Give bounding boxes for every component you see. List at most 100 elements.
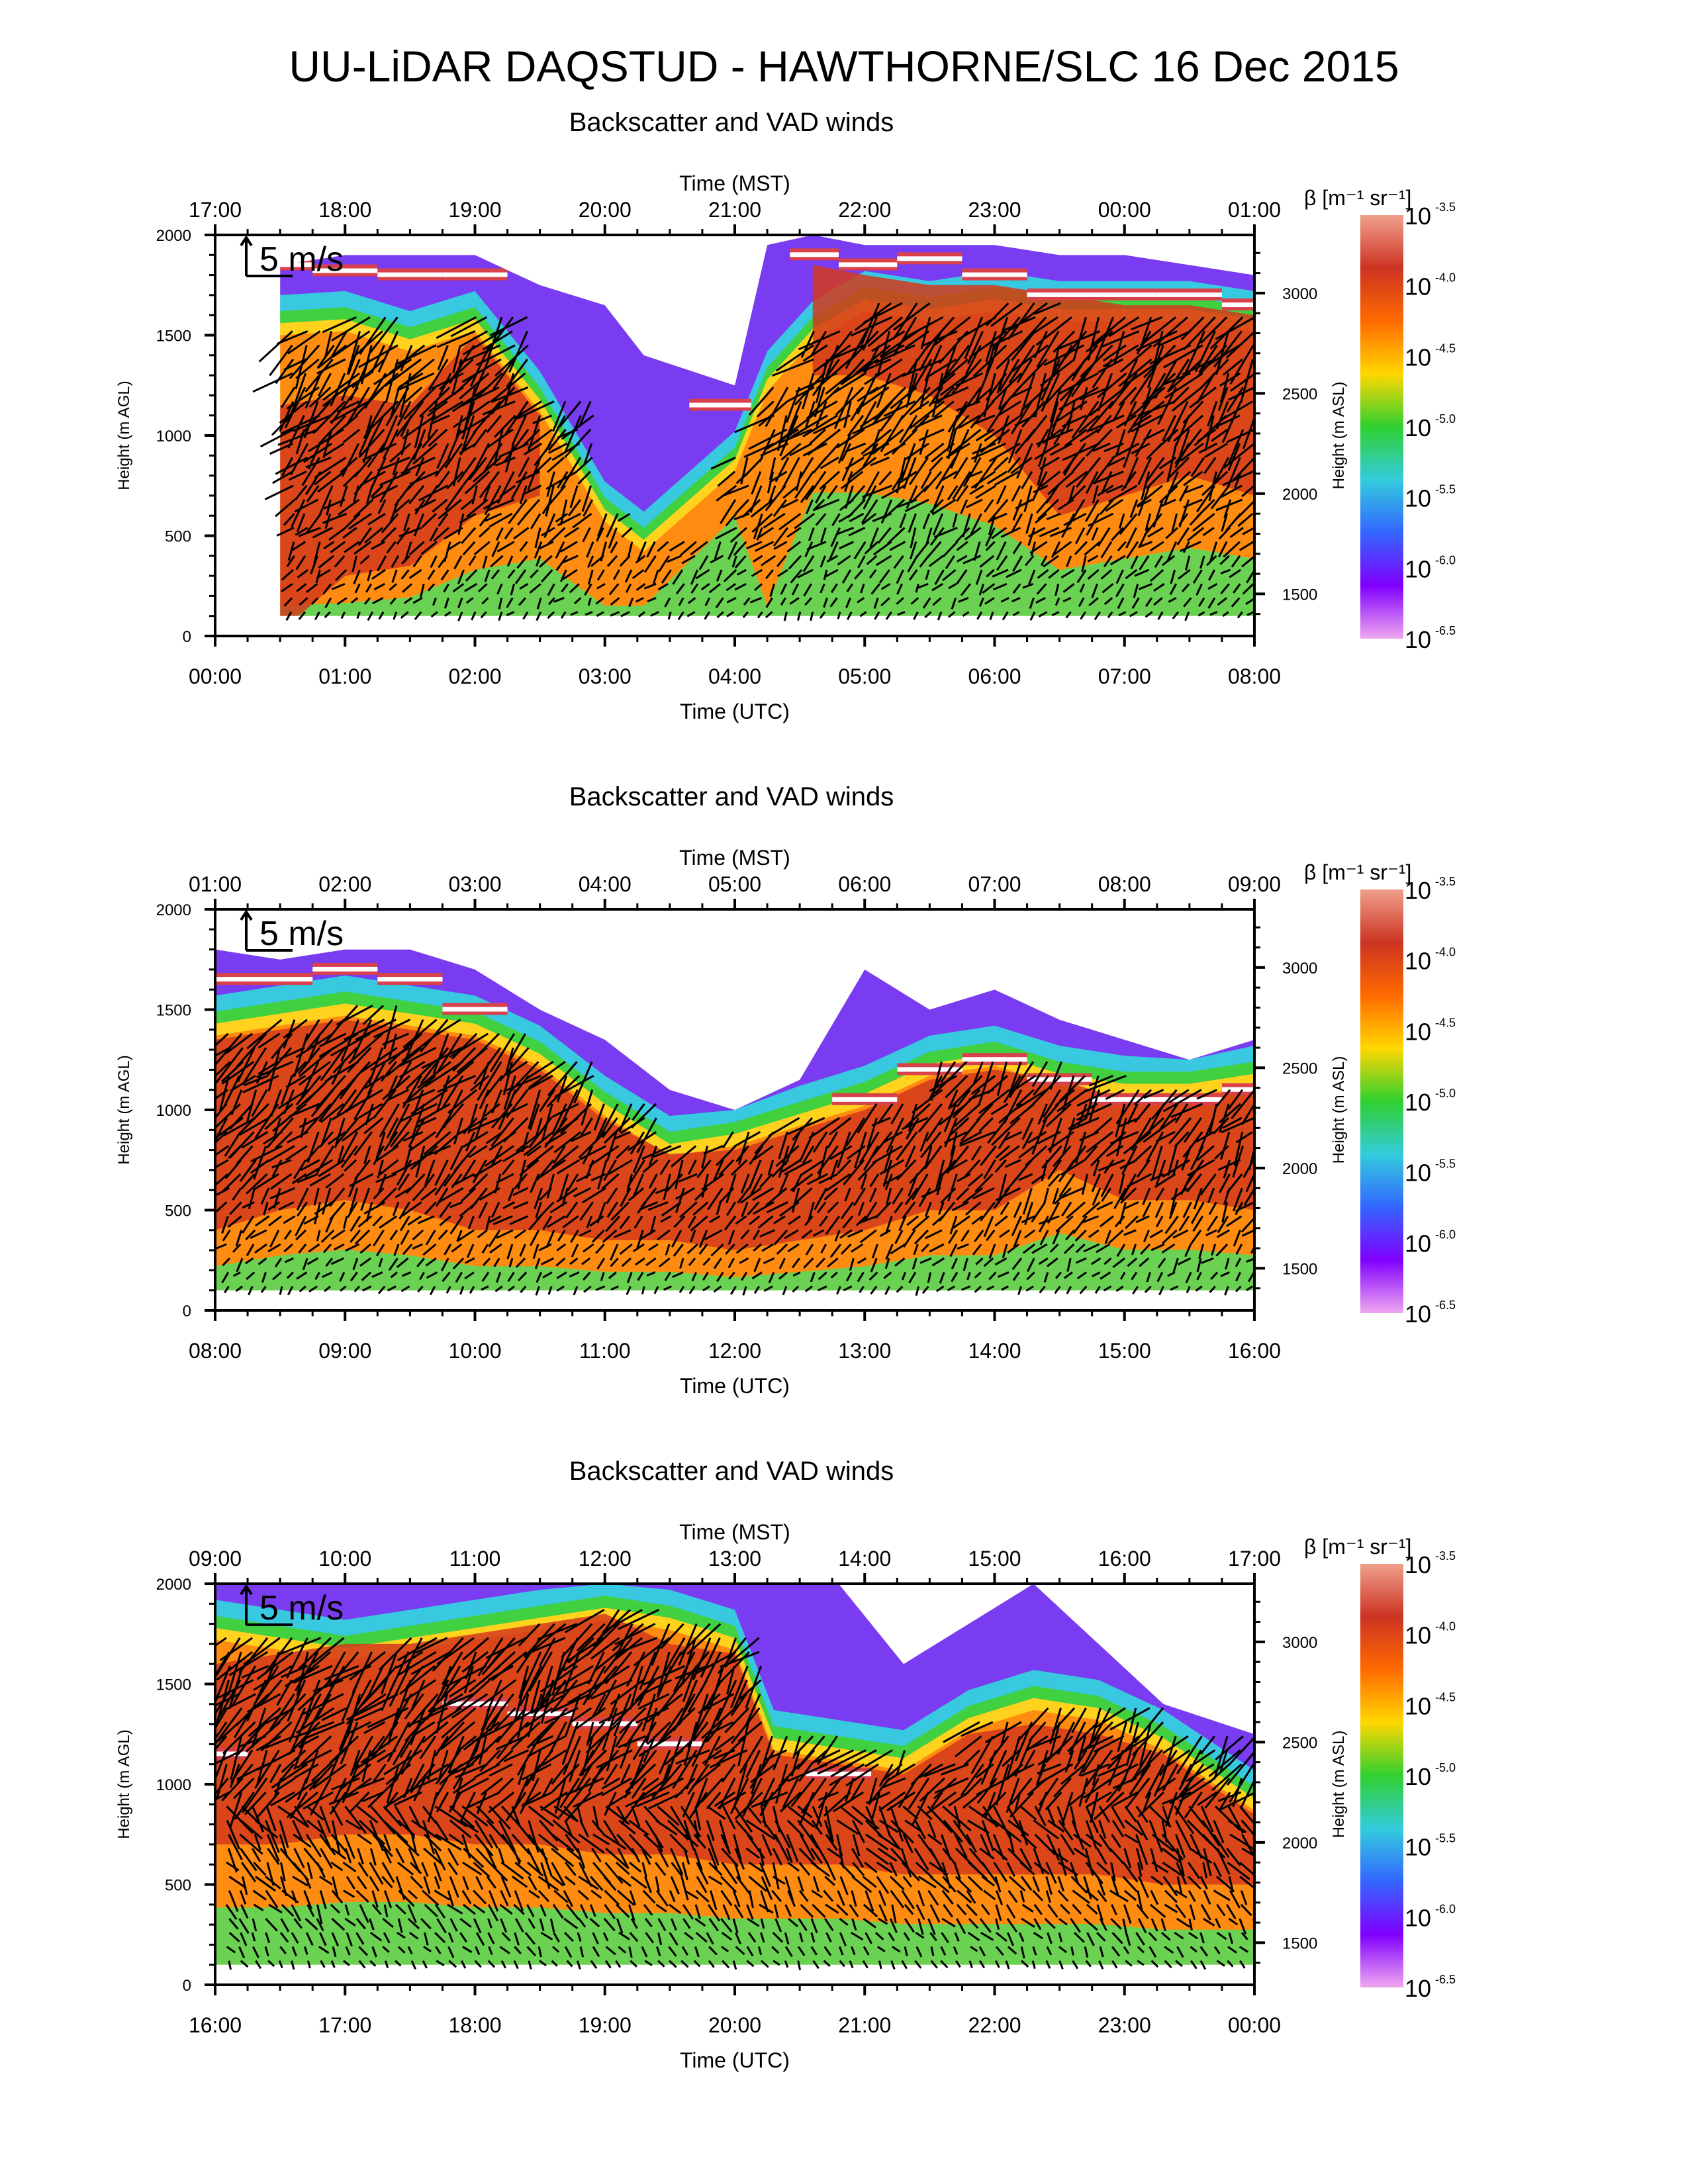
wind-vector (882, 1777, 906, 1789)
wind-vector (1188, 1805, 1207, 1828)
wind-vector (1210, 484, 1230, 510)
wind-vector (434, 1173, 451, 1196)
wind-vector (836, 1834, 843, 1856)
wind-vector (582, 527, 591, 543)
colorbar-tick-exponent: -6.5 (1435, 624, 1456, 637)
wind-vector (1155, 1215, 1164, 1228)
wind-vector (1072, 1960, 1079, 1970)
wind-vector (558, 1089, 579, 1129)
cloud-core (790, 252, 839, 257)
wind-vector (564, 1819, 573, 1837)
wind-vector (1221, 513, 1228, 532)
wind-vector (850, 400, 865, 422)
wind-vector (540, 1931, 553, 1940)
wind-vector (1035, 597, 1046, 604)
wind-vector (379, 1215, 398, 1229)
wind-vector (862, 484, 893, 498)
wind-vector (962, 1791, 983, 1809)
wind-vector (425, 1257, 437, 1267)
wind-vector (772, 1848, 782, 1866)
wind-vector (783, 612, 788, 621)
wind-vector (1045, 1960, 1051, 1969)
wind-vector (620, 1187, 632, 1207)
wind-vector (919, 1257, 932, 1264)
wind-vector (518, 1665, 530, 1699)
wind-vector (483, 1103, 500, 1118)
wind-vector (846, 611, 853, 620)
wind-vector (883, 1271, 892, 1279)
wind-vector (1088, 1229, 1100, 1238)
wind-vector (645, 1819, 664, 1848)
wind-vector (382, 1032, 409, 1046)
wind-vector (432, 1693, 475, 1713)
wind-vector (962, 555, 982, 565)
wind-vector (526, 1904, 535, 1917)
wind-vector (566, 1960, 573, 1968)
wind-vector (1235, 1131, 1253, 1144)
y-tick-label: 2000 (156, 1576, 191, 1594)
wind-vector (226, 1032, 254, 1054)
wind-vector (312, 527, 333, 539)
wind-vector (514, 1918, 524, 1933)
wind-vector (1130, 555, 1139, 570)
wind-vector (258, 1032, 281, 1049)
wind-vector (411, 1679, 426, 1708)
wind-vector (980, 428, 1010, 453)
wind-vector (1168, 597, 1177, 603)
wind-vector (870, 456, 890, 467)
wind-vector (592, 1806, 600, 1830)
wind-vector (1229, 373, 1254, 392)
wind-vector (363, 400, 386, 439)
wind-vector (1173, 414, 1204, 442)
wind-vector (399, 1665, 436, 1695)
wind-vector (939, 1159, 968, 1177)
wind-vector (613, 569, 620, 580)
wind-vector (1164, 471, 1179, 504)
wind-vector (1043, 1187, 1049, 1203)
wind-vector (240, 1960, 249, 1968)
wind-vector (1214, 1145, 1229, 1160)
wind-vector (419, 1271, 425, 1281)
bottom-tick-label: 05:00 (838, 664, 891, 688)
wind-vector (383, 1749, 422, 1776)
wind-vector (350, 597, 359, 604)
wind-vector (759, 1862, 771, 1888)
wind-vector (630, 1918, 638, 1929)
wind-vector (763, 1257, 775, 1265)
wind-vector (365, 583, 373, 593)
wind-vector (328, 527, 347, 541)
wind-vector (329, 400, 370, 424)
wind-vector (297, 1201, 308, 1217)
wind-vector (538, 555, 553, 568)
wind-vector (643, 1903, 653, 1916)
wind-vector (1223, 442, 1254, 469)
wind-vector (1094, 611, 1102, 621)
wind-vector (1235, 1285, 1242, 1293)
wind-vector (462, 471, 475, 486)
wind-vector (854, 1131, 867, 1169)
colorbar-tick-exponent: -5.0 (1435, 412, 1456, 426)
wind-vector (1057, 1848, 1067, 1876)
wind-vector (845, 485, 854, 509)
wind-vector (904, 498, 929, 512)
wind-vector (423, 1876, 431, 1894)
wind-vector (355, 1019, 397, 1041)
wind-vector (896, 597, 904, 605)
wind-vector (940, 1061, 957, 1083)
wind-vector (553, 1145, 566, 1164)
wind-vector (581, 1089, 594, 1126)
wind-vector (600, 1271, 605, 1281)
wind-vector (818, 1749, 855, 1768)
wind-vector (1109, 1847, 1125, 1865)
wind-vector (284, 387, 306, 429)
wind-vector (830, 1763, 853, 1778)
wind-vector (726, 583, 736, 592)
y-tick-label: 1500 (156, 1002, 191, 1020)
wind-vector (444, 1244, 452, 1255)
wind-vector (641, 1286, 645, 1295)
wind-vector (432, 1637, 464, 1672)
wind-vector (794, 1735, 814, 1756)
wind-vector (337, 1146, 345, 1164)
wind-vector (947, 484, 959, 501)
wind-vector (416, 1257, 426, 1267)
